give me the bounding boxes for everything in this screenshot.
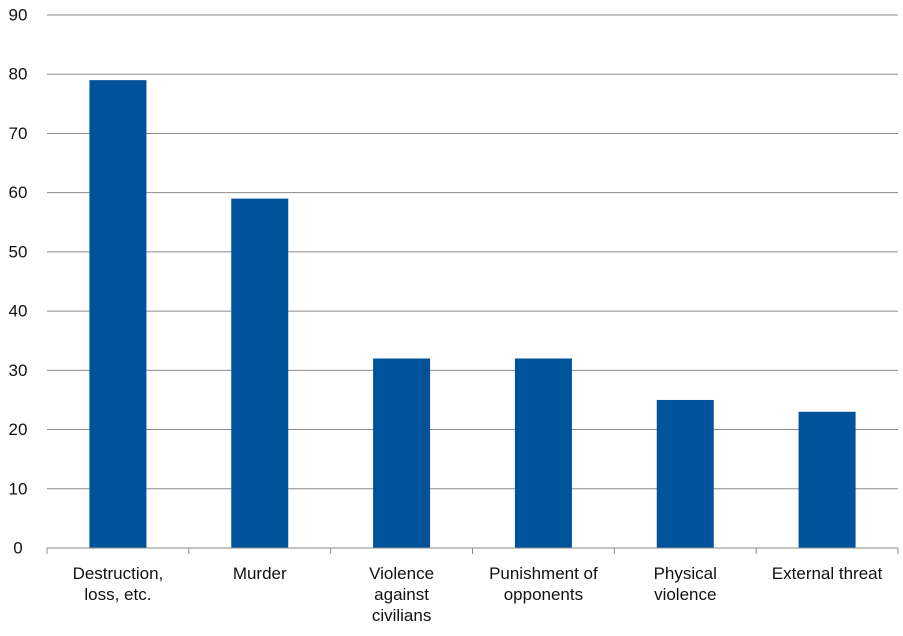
x-tick-label: Punishment of opponents [489, 564, 598, 604]
y-axis-ticks: 0 10 20 30 40 50 60 70 80 90 [9, 6, 28, 558]
x-axis [46, 547, 899, 554]
y-tick-label: 0 [13, 539, 22, 558]
y-tick-label: 10 [9, 479, 28, 498]
x-tick-label: Violence against civilians [369, 564, 434, 625]
y-tick-label: 90 [9, 6, 28, 25]
gridlines [47, 14, 898, 490]
y-tick-label: 30 [9, 361, 28, 380]
y-tick-label: 60 [9, 183, 28, 202]
bar [514, 358, 572, 548]
bar [231, 198, 289, 549]
y-tick-label: 70 [9, 124, 28, 143]
x-tick-label: External threat [772, 564, 883, 583]
bar [373, 358, 431, 548]
bars [89, 80, 856, 549]
y-tick-label: 80 [9, 65, 28, 84]
x-tick-label: Murder [233, 564, 287, 583]
bar [798, 411, 856, 548]
y-tick-label: 40 [9, 302, 28, 321]
y-tick-label: 50 [9, 242, 28, 261]
y-tick-label: 20 [9, 420, 28, 439]
bar [656, 399, 714, 548]
x-axis-labels: Destruction, loss, etc. Murder Violence agai… [73, 564, 883, 625]
bar [89, 80, 147, 549]
x-tick-label: Destruction, loss, etc. [73, 564, 164, 604]
x-tick-label: Physical violence [654, 564, 717, 604]
